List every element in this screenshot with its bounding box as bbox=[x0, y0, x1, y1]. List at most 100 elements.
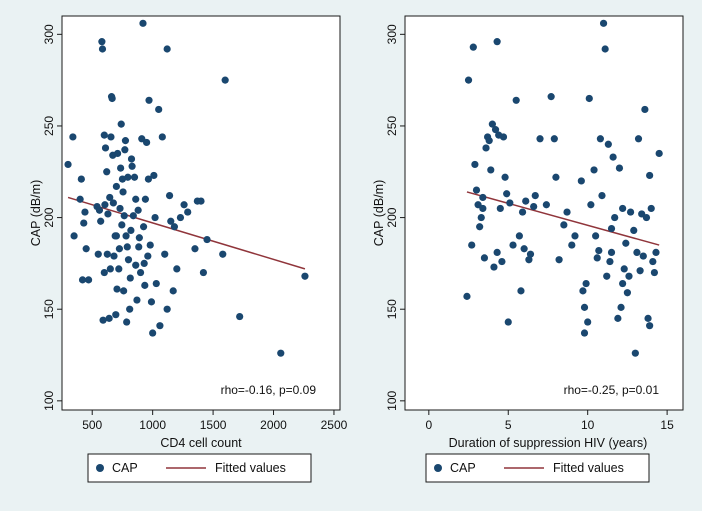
left-data-point bbox=[150, 171, 158, 180]
right-data-point bbox=[592, 232, 600, 240]
right-data-point bbox=[555, 256, 563, 264]
right-x-tick-label: 15 bbox=[660, 418, 674, 432]
left-data-point bbox=[135, 234, 143, 242]
left-data-point bbox=[134, 206, 142, 214]
right-data-point bbox=[536, 135, 544, 143]
left-data-point bbox=[277, 349, 285, 357]
right-data-point bbox=[607, 224, 616, 233]
right-data-point bbox=[485, 137, 493, 145]
left-x-axis-title: CD4 cell count bbox=[160, 436, 242, 450]
right-data-point bbox=[599, 19, 608, 27]
right-legend: CAP Fitted values bbox=[425, 453, 650, 483]
right-data-point bbox=[634, 135, 643, 143]
right-data-point bbox=[619, 279, 627, 288]
left-data-point bbox=[144, 175, 153, 183]
left-data-point bbox=[104, 210, 112, 218]
right-data-point bbox=[579, 287, 587, 295]
left-data-point bbox=[145, 96, 153, 104]
left-data-point bbox=[169, 287, 177, 295]
right-legend-marker bbox=[434, 464, 442, 472]
left-data-point bbox=[120, 212, 128, 220]
left-data-point bbox=[139, 223, 148, 231]
left-data-point bbox=[113, 285, 121, 293]
right-data-point bbox=[630, 226, 638, 235]
left-data-point bbox=[184, 208, 192, 216]
left-plot-area bbox=[61, 15, 341, 411]
left-data-point bbox=[76, 195, 84, 203]
right-data-point bbox=[652, 248, 660, 256]
left-fitted-line bbox=[67, 196, 306, 270]
right-data-point bbox=[607, 248, 616, 256]
right-data-point bbox=[650, 268, 659, 277]
right-data-point bbox=[626, 208, 635, 216]
right-data-point bbox=[642, 213, 651, 222]
left-data-point bbox=[118, 175, 127, 183]
left-data-point bbox=[301, 272, 309, 280]
left-data-point bbox=[146, 241, 154, 249]
left-data-point bbox=[94, 250, 102, 258]
right-data-point bbox=[649, 257, 657, 266]
right-data-point bbox=[571, 232, 579, 240]
right-x-axis-title: Duration of suppression HIV (years) bbox=[449, 436, 648, 450]
left-legend-marker-label: CAP bbox=[112, 461, 138, 475]
right-data-point bbox=[493, 248, 501, 256]
right-data-point bbox=[603, 272, 611, 280]
right-data-point bbox=[509, 241, 517, 249]
left-data-point bbox=[112, 232, 120, 240]
left-data-point bbox=[106, 193, 114, 202]
right-data-point bbox=[577, 177, 585, 185]
right-data-point bbox=[596, 135, 604, 143]
left-x-tick-label: 2000 bbox=[260, 418, 287, 432]
right-y-tick-label: 250 bbox=[385, 116, 399, 136]
right-data-point bbox=[593, 254, 601, 262]
right-data-point bbox=[487, 166, 495, 174]
right-data-point bbox=[547, 93, 555, 101]
left-data-point bbox=[121, 146, 129, 154]
right-data-point bbox=[501, 173, 509, 181]
left-data-point bbox=[101, 201, 109, 209]
right-data-point bbox=[552, 173, 560, 181]
right-data-point bbox=[479, 204, 487, 213]
right-data-point bbox=[655, 149, 663, 158]
right-data-point bbox=[493, 38, 501, 46]
left-data-point bbox=[64, 160, 72, 169]
right-data-point bbox=[587, 201, 595, 209]
right-data-point bbox=[515, 232, 523, 240]
left-data-point bbox=[82, 245, 90, 253]
left-data-point bbox=[117, 120, 125, 128]
right-data-point bbox=[477, 213, 485, 222]
right-legend-marker-label: CAP bbox=[450, 461, 476, 475]
right-data-point bbox=[499, 133, 508, 141]
left-data-point bbox=[152, 279, 160, 288]
right-data-point bbox=[482, 144, 490, 152]
left-data-point bbox=[108, 94, 116, 103]
right-ticks: 100 150 200 250 300 0 5 10 15 bbox=[385, 24, 674, 432]
left-data-point bbox=[163, 305, 171, 313]
right-data-point bbox=[491, 126, 500, 134]
left-data-point bbox=[132, 261, 140, 269]
left-data-point bbox=[133, 296, 141, 304]
left-data-point bbox=[127, 155, 136, 163]
right-data-point bbox=[550, 135, 558, 143]
right-data-point bbox=[563, 208, 571, 216]
right-data-point bbox=[631, 349, 639, 357]
right-x-tick-label: 0 bbox=[425, 418, 432, 432]
right-data-point bbox=[512, 96, 520, 104]
left-data-point bbox=[180, 201, 188, 209]
right-data-point bbox=[647, 204, 655, 213]
left-data-point bbox=[143, 138, 151, 147]
right-data-point bbox=[504, 318, 512, 326]
right-data-point bbox=[614, 314, 622, 322]
right-data-point bbox=[639, 252, 647, 260]
right-data-point bbox=[604, 140, 612, 148]
right-data-point bbox=[646, 322, 654, 330]
left-data-point bbox=[163, 45, 171, 53]
left-data-point bbox=[98, 45, 107, 53]
right-data-point bbox=[490, 263, 498, 271]
left-data-point bbox=[112, 311, 120, 319]
left-data-point bbox=[98, 38, 106, 46]
right-data-point bbox=[469, 43, 477, 51]
left-data-point bbox=[78, 276, 87, 284]
left-data-point bbox=[80, 219, 88, 227]
